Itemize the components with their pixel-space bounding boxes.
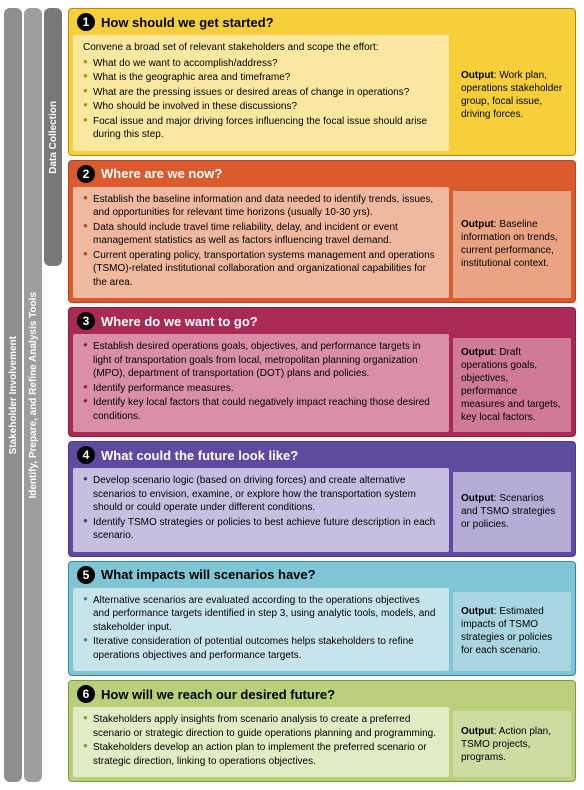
step-number-badge: 5 — [77, 566, 95, 584]
vertical-sidebar-tabs: Stakeholder Involvement Identify, Prepare… — [4, 8, 64, 782]
step-content: Establish desired operations goals, obje… — [73, 334, 449, 432]
step-output-box: Output: Baseline information on trends, … — [453, 191, 571, 299]
step-bullet: Establish desired operations goals, obje… — [83, 340, 439, 381]
step-bullet: Stakeholders apply insights from scenari… — [83, 713, 439, 740]
step-bullet-list: Establish the baseline information and d… — [83, 193, 439, 290]
step-block: 4 What could the future look like? Develop… — [68, 441, 576, 557]
step-bullet: Alternative scenarios are evaluated acco… — [83, 594, 439, 635]
step-output-box: Output: Scenarios and TSMO strategies or… — [453, 472, 571, 552]
step-number-badge: 2 — [77, 165, 95, 183]
step-body: Stakeholders apply insights from scenari… — [69, 707, 575, 781]
step-block: 1 How should we get started? Convene a bro… — [68, 8, 576, 156]
step-number-badge: 4 — [77, 446, 95, 464]
step-output-box: Output: Action plan, TSMO projects, prog… — [453, 711, 571, 777]
step-number-badge: 3 — [77, 312, 95, 330]
step-bullet: What do we want to accomplish/address? — [83, 57, 439, 71]
output-label: Output — [461, 606, 494, 617]
output-label: Output — [461, 347, 494, 358]
step-block: 2 Where are we now? Establish the baseline… — [68, 160, 576, 304]
step-header: 3 Where do we want to go? — [69, 308, 575, 334]
step-block: 6 How will we reach our desired future? St… — [68, 680, 576, 782]
step-content: Establish the baseline information and d… — [73, 187, 449, 299]
step-bullet-list: Stakeholders apply insights from scenari… — [83, 713, 439, 768]
step-bullet-list: What do we want to accomplish/address?Wh… — [83, 57, 439, 142]
step-content: Convene a broad set of relevant stakehol… — [73, 35, 449, 151]
step-header: 1 How should we get started? — [69, 9, 575, 35]
step-output-box: Output: Estimated impacts of TSMO strate… — [453, 592, 571, 672]
step-content: Stakeholders apply insights from scenari… — [73, 707, 449, 777]
step-output-box: Output: Work plan, operations stakeholde… — [453, 39, 571, 151]
step-bullet-list: Alternative scenarios are evaluated acco… — [83, 594, 439, 663]
step-header: 5 What impacts will scenarios have? — [69, 562, 575, 588]
step-header: 4 What could the future look like? — [69, 442, 575, 468]
step-title: Where do we want to go? — [101, 314, 258, 329]
step-content: Alternative scenarios are evaluated acco… — [73, 588, 449, 672]
step-header: 6 How will we reach our desired future? — [69, 681, 575, 707]
step-bullet: What is the geographic area and timefram… — [83, 71, 439, 85]
output-label: Output — [461, 70, 494, 81]
process-diagram: Stakeholder Involvement Identify, Prepare… — [4, 8, 576, 782]
step-bullet: Identify key local factors that could ne… — [83, 396, 439, 423]
step-bullet: Establish the baseline information and d… — [83, 193, 439, 220]
step-header: 2 Where are we now? — [69, 161, 575, 187]
step-body: Develop scenario logic (based on driving… — [69, 468, 575, 556]
output-label: Output — [461, 219, 494, 230]
step-body: Alternative scenarios are evaluated acco… — [69, 588, 575, 676]
step-content: Develop scenario logic (based on driving… — [73, 468, 449, 552]
step-bullet: Identify TSMO strategies or policies to … — [83, 516, 439, 543]
step-title: Where are we now? — [101, 166, 222, 181]
step-block: 5 What impacts will scenarios have? Altern… — [68, 561, 576, 677]
step-bullet-list: Develop scenario logic (based on driving… — [83, 474, 439, 543]
vertical-tab-label: Data Collection — [48, 95, 59, 180]
step-bullet: Stakeholders develop an action plan to i… — [83, 741, 439, 768]
step-title: How will we reach our desired future? — [101, 687, 335, 702]
step-output-box: Output: Draft operations goals, objectiv… — [453, 338, 571, 432]
step-bullet: Focal issue and major driving forces inf… — [83, 115, 439, 142]
step-bullet: Develop scenario logic (based on driving… — [83, 474, 439, 515]
step-bullet: Who should be involved in these discussi… — [83, 100, 439, 114]
output-text: : Draft operations goals, objectives, pe… — [461, 347, 561, 423]
vertical-tab: Identify, Prepare, and Refine Analysis T… — [24, 8, 42, 782]
vertical-tab: Stakeholder Involvement — [4, 8, 22, 782]
step-number-badge: 6 — [77, 685, 95, 703]
step-body: Convene a broad set of relevant stakehol… — [69, 35, 575, 155]
step-body: Establish desired operations goals, obje… — [69, 334, 575, 436]
step-bullet-list: Establish desired operations goals, obje… — [83, 340, 439, 423]
step-number-badge: 1 — [77, 13, 95, 31]
step-title: What could the future look like? — [101, 448, 298, 463]
step-bullet: What are the pressing issues or desired … — [83, 86, 439, 100]
vertical-tab-label: Stakeholder Involvement — [8, 330, 19, 460]
step-body: Establish the baseline information and d… — [69, 187, 575, 303]
step-title: How should we get started? — [101, 15, 274, 30]
step-bullet: Current operating policy, transportation… — [83, 249, 439, 290]
vertical-tab: Data Collection — [44, 8, 62, 266]
steps-container: 1 How should we get started? Convene a bro… — [68, 8, 576, 782]
step-block: 3 Where do we want to go? Establish desire… — [68, 307, 576, 437]
output-label: Output — [461, 493, 494, 504]
step-bullet: Data should include travel time reliabil… — [83, 221, 439, 248]
step-bullet: Identify performance measures. — [83, 382, 439, 396]
output-label: Output — [461, 726, 494, 737]
vertical-tab-label: Identify, Prepare, and Refine Analysis T… — [28, 286, 39, 505]
step-title: What impacts will scenarios have? — [101, 567, 316, 582]
step-bullet: Iterative consideration of potential out… — [83, 635, 439, 662]
step-intro-text: Convene a broad set of relevant stakehol… — [83, 41, 439, 55]
